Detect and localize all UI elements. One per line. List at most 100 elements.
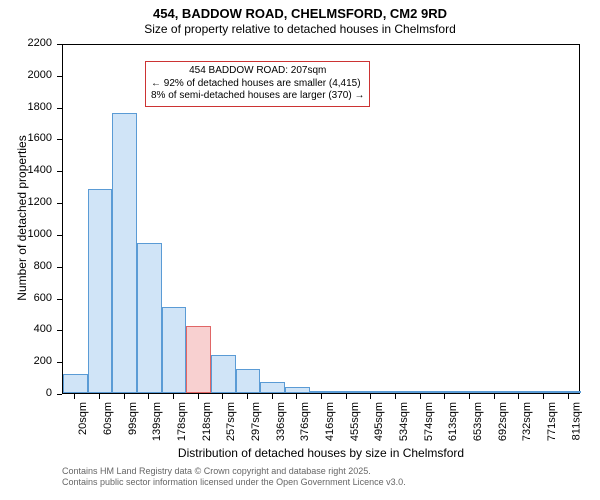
bar bbox=[88, 189, 113, 393]
y-tick-mark bbox=[57, 139, 62, 140]
annotation-line2: ← 92% of detached houses are smaller (4,… bbox=[151, 78, 364, 91]
x-tick-mark bbox=[272, 394, 273, 399]
x-tick-mark bbox=[518, 394, 519, 399]
y-tick-mark bbox=[57, 362, 62, 363]
x-tick-mark bbox=[420, 394, 421, 399]
x-tick-mark bbox=[99, 394, 100, 399]
bar bbox=[482, 391, 507, 393]
y-tick-label: 800 bbox=[0, 261, 52, 272]
footer-line1: Contains HM Land Registry data © Crown c… bbox=[62, 466, 406, 477]
y-tick-mark bbox=[57, 76, 62, 77]
x-tick-label: 534sqm bbox=[399, 402, 410, 441]
x-tick-label: 178sqm bbox=[177, 402, 188, 441]
bar bbox=[532, 391, 557, 393]
x-tick-mark bbox=[74, 394, 75, 399]
bar bbox=[433, 391, 458, 393]
annotation-box: 454 BADDOW ROAD: 207sqm ← 92% of detache… bbox=[145, 61, 370, 107]
x-axis-label: Distribution of detached houses by size … bbox=[62, 446, 580, 460]
y-tick-mark bbox=[57, 267, 62, 268]
x-tick-label: 653sqm bbox=[473, 402, 484, 441]
y-tick-label: 1600 bbox=[0, 133, 52, 144]
x-tick-mark bbox=[296, 394, 297, 399]
chart-subtitle: Size of property relative to detached ho… bbox=[0, 22, 600, 36]
y-tick-mark bbox=[57, 330, 62, 331]
y-tick-label: 1800 bbox=[0, 102, 52, 113]
x-tick-mark bbox=[494, 394, 495, 399]
x-tick-label: 574sqm bbox=[424, 402, 435, 441]
x-tick-mark bbox=[173, 394, 174, 399]
x-tick-label: 218sqm bbox=[202, 402, 213, 441]
y-tick-label: 1400 bbox=[0, 165, 52, 176]
bar bbox=[285, 387, 310, 393]
y-tick-label: 600 bbox=[0, 293, 52, 304]
y-axis-label: Number of detached properties bbox=[15, 28, 29, 408]
x-tick-mark bbox=[198, 394, 199, 399]
y-tick-mark bbox=[57, 394, 62, 395]
x-tick-label: 692sqm bbox=[498, 402, 509, 441]
y-tick-mark bbox=[57, 203, 62, 204]
bar bbox=[458, 391, 483, 393]
bar-highlighted bbox=[186, 326, 211, 393]
bar bbox=[384, 391, 409, 393]
x-tick-label: 20sqm bbox=[78, 402, 89, 435]
x-tick-mark bbox=[444, 394, 445, 399]
footer: Contains HM Land Registry data © Crown c… bbox=[62, 466, 406, 489]
y-tick-mark bbox=[57, 235, 62, 236]
x-tick-mark bbox=[346, 394, 347, 399]
x-tick-label: 297sqm bbox=[251, 402, 262, 441]
x-tick-label: 60sqm bbox=[103, 402, 114, 435]
x-tick-label: 139sqm bbox=[152, 402, 163, 441]
chart-title: 454, BADDOW ROAD, CHELMSFORD, CM2 9RD bbox=[0, 0, 600, 22]
x-tick-mark bbox=[469, 394, 470, 399]
x-tick-mark bbox=[568, 394, 569, 399]
x-tick-label: 811sqm bbox=[572, 402, 583, 440]
y-tick-mark bbox=[57, 44, 62, 45]
y-tick-label: 200 bbox=[0, 356, 52, 367]
bar bbox=[359, 391, 384, 393]
bar bbox=[211, 355, 236, 393]
x-tick-label: 495sqm bbox=[374, 402, 385, 441]
x-tick-label: 732sqm bbox=[522, 402, 533, 441]
chart-container: 454, BADDOW ROAD, CHELMSFORD, CM2 9RD Si… bbox=[0, 0, 600, 500]
bar bbox=[408, 391, 433, 393]
bar bbox=[236, 369, 261, 393]
x-tick-label: 336sqm bbox=[276, 402, 287, 441]
x-tick-mark bbox=[321, 394, 322, 399]
bar bbox=[162, 307, 187, 393]
y-tick-label: 400 bbox=[0, 324, 52, 335]
x-tick-mark bbox=[222, 394, 223, 399]
x-tick-label: 416sqm bbox=[325, 402, 336, 441]
x-tick-mark bbox=[370, 394, 371, 399]
x-tick-mark bbox=[124, 394, 125, 399]
y-tick-mark bbox=[57, 299, 62, 300]
x-tick-label: 771sqm bbox=[547, 402, 558, 441]
x-tick-label: 257sqm bbox=[226, 402, 237, 441]
x-tick-label: 455sqm bbox=[350, 402, 361, 441]
bar bbox=[63, 374, 88, 393]
y-tick-label: 2000 bbox=[0, 70, 52, 81]
y-tick-mark bbox=[57, 171, 62, 172]
x-tick-label: 376sqm bbox=[300, 402, 311, 441]
y-tick-mark bbox=[57, 108, 62, 109]
x-tick-mark bbox=[247, 394, 248, 399]
footer-line2: Contains public sector information licen… bbox=[62, 477, 406, 488]
y-tick-label: 1200 bbox=[0, 197, 52, 208]
x-tick-mark bbox=[543, 394, 544, 399]
y-tick-label: 2200 bbox=[0, 38, 52, 49]
annotation-line1: 454 BADDOW ROAD: 207sqm bbox=[151, 65, 364, 78]
bar bbox=[137, 243, 162, 393]
bar bbox=[507, 391, 532, 393]
x-tick-label: 613sqm bbox=[448, 402, 459, 441]
y-tick-label: 0 bbox=[0, 388, 52, 399]
x-tick-mark bbox=[395, 394, 396, 399]
bar bbox=[310, 391, 335, 393]
bar bbox=[260, 382, 285, 393]
bar bbox=[334, 391, 359, 393]
x-tick-mark bbox=[148, 394, 149, 399]
annotation-line3: 8% of semi-detached houses are larger (3… bbox=[151, 90, 364, 103]
bar bbox=[556, 391, 581, 393]
x-tick-label: 99sqm bbox=[128, 402, 139, 435]
plot-area: 454 BADDOW ROAD: 207sqm ← 92% of detache… bbox=[62, 44, 580, 394]
y-tick-label: 1000 bbox=[0, 229, 52, 240]
bar bbox=[112, 113, 137, 393]
